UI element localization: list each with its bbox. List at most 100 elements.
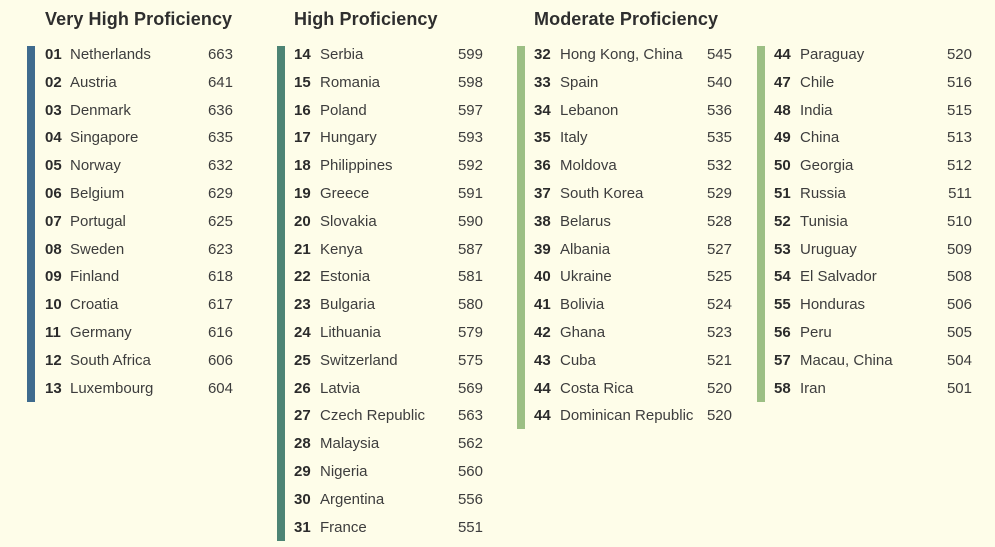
list-item: 39 Albania 527 [517, 240, 732, 270]
proficiency-score: 579 [457, 323, 483, 341]
country-name: Hungary [320, 129, 377, 147]
country-name: Netherlands [70, 46, 151, 63]
list-item: 29 Nigeria 560 [277, 462, 483, 492]
rank-number: 33 [534, 73, 551, 91]
proficiency-score: 529 [706, 184, 732, 202]
country-name: Switzerland [320, 351, 398, 369]
list-item: 11 Germany 616 [27, 323, 233, 353]
proficiency-score: 521 [706, 351, 732, 369]
rank-number: 07 [45, 212, 62, 230]
country-name: Dominican Republic [560, 407, 694, 425]
rank-number: 17 [294, 129, 311, 147]
country-name: Russia [800, 184, 846, 202]
proficiency-band-bar [757, 46, 765, 402]
rank-number: 15 [294, 73, 311, 91]
proficiency-score: 597 [457, 101, 483, 119]
proficiency-score: 527 [706, 240, 732, 258]
proficiency-score: 545 [706, 46, 732, 63]
proficiency-score: 520 [706, 379, 732, 397]
country-name: Finland [70, 268, 120, 286]
country-name: Latvia [320, 379, 361, 397]
list-item: 28 Malaysia 562 [277, 436, 483, 464]
country-name: Bulgaria [320, 296, 376, 314]
country-name: Nigeria [320, 462, 368, 480]
rank-number: 36 [534, 157, 551, 175]
rank-number: 53 [774, 240, 791, 258]
rank-number: 14 [294, 46, 311, 63]
proficiency-score: 524 [706, 296, 732, 314]
proficiency-score: 617 [207, 296, 233, 314]
list-item: 02 Austria 641 [27, 73, 233, 103]
list-item: 49 China 513 [757, 130, 972, 158]
proficiency-score: 636 [207, 101, 233, 119]
very-high-proficiency-title: Very High Proficiency [45, 9, 233, 29]
country-name: Spain [560, 73, 599, 91]
country-list: 01 Netherlands 663 02 Austria 641 03 Denmark 636… [27, 47, 233, 408]
list-item: 12 South Africa 606 [27, 352, 233, 381]
country-name: Tunisia [800, 212, 848, 230]
country-name: Poland [320, 101, 367, 119]
list-item: 17 Hungary 593 [277, 130, 483, 158]
proficiency-score: 625 [207, 212, 233, 230]
proficiency-score: 501 [946, 379, 972, 397]
country-name: Argentina [320, 490, 385, 508]
country-name: Peru [800, 323, 832, 341]
proficiency-score: 520 [946, 46, 972, 63]
list-item: 27 Czech Republic 563 [277, 408, 483, 436]
proficiency-score: 616 [207, 323, 233, 341]
country-name: Malaysia [320, 435, 380, 453]
rank-number: 35 [534, 129, 551, 147]
country-name: Serbia [320, 46, 364, 63]
country-name: Costa Rica [560, 379, 634, 397]
rank-number: 28 [294, 435, 311, 453]
proficiency-score: 562 [457, 435, 483, 453]
rank-number: 44 [534, 379, 551, 397]
proficiency-score: 604 [207, 379, 233, 397]
proficiency-score: 520 [706, 407, 732, 425]
list-item: 47 Chile 516 [757, 74, 972, 103]
country-name: Romania [320, 73, 381, 91]
list-item: 06 Belgium 629 [27, 185, 233, 214]
list-item: 57 Macau, China 504 [757, 351, 972, 381]
list-item: 56 Peru 505 [757, 323, 972, 353]
country-name: Ukraine [560, 268, 612, 286]
proficiency-score: 598 [457, 73, 483, 91]
rank-number: 30 [294, 490, 311, 508]
list-item: 37 South Korea 529 [517, 184, 732, 214]
proficiency-band-bar [27, 46, 35, 402]
country-name: Hong Kong, China [560, 46, 683, 63]
rank-number: 01 [45, 46, 62, 63]
proficiency-score: 575 [457, 351, 483, 369]
country-name: Luxembourg [70, 379, 154, 397]
rank-number: 11 [45, 323, 61, 341]
rank-number: 32 [534, 46, 551, 63]
rank-number: 03 [45, 101, 62, 119]
proficiency-score: 663 [207, 46, 233, 63]
country-name: Slovakia [320, 212, 377, 230]
list-item: 36 Moldova 532 [517, 158, 732, 186]
country-name: Lebanon [560, 101, 619, 119]
list-item: 41 Bolivia 524 [517, 297, 732, 325]
list-item: 10 Croatia 617 [27, 297, 233, 325]
rank-number: 08 [45, 240, 62, 258]
proficiency-score: 505 [946, 323, 972, 341]
country-name: Ghana [560, 323, 606, 341]
country-name: South Korea [560, 184, 644, 202]
list-item: 31 France 551 [277, 519, 483, 547]
rank-number: 56 [774, 323, 791, 341]
list-item: 18 Philippines 592 [277, 158, 483, 186]
list-item: 03 Denmark 636 [27, 101, 233, 131]
proficiency-score: 535 [706, 129, 732, 147]
proficiency-score: 515 [946, 101, 972, 119]
rank-number: 57 [774, 351, 791, 369]
country-name: Kenya [320, 240, 363, 258]
country-name: Bolivia [560, 296, 605, 314]
proficiency-score: 504 [946, 351, 972, 369]
list-item: 08 Sweden 623 [27, 240, 233, 270]
rank-number: 26 [294, 379, 311, 397]
list-item: 23 Bulgaria 580 [277, 297, 483, 325]
proficiency-band-bar [277, 46, 285, 541]
list-item: 42 Ghana 523 [517, 323, 732, 353]
list-item: 13 Luxembourg 604 [27, 379, 233, 409]
proficiency-score: 641 [207, 73, 233, 91]
